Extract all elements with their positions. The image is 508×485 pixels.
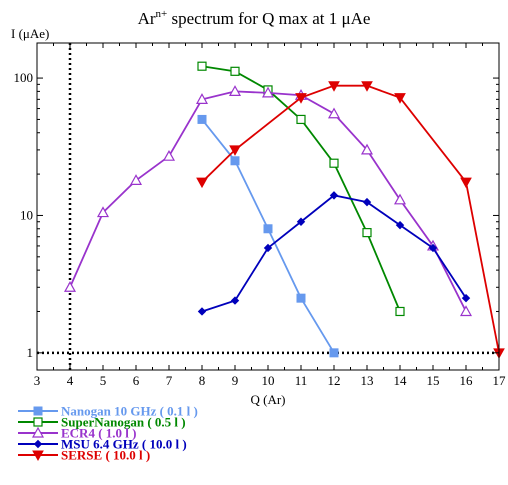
legend-entry: Nanogan 10 GHz ( 0.1 l ) <box>18 404 198 419</box>
series-line <box>201 194 467 313</box>
data-point <box>329 348 339 358</box>
x-tick-label: 16 <box>460 373 474 388</box>
data-point <box>228 85 242 96</box>
data-point <box>230 296 240 305</box>
x-tick-label: 9 <box>232 373 239 388</box>
legend-label: ECR4 ( 1.0 l ) <box>61 426 136 441</box>
data-point <box>395 306 405 317</box>
data-point <box>263 243 273 253</box>
data-point <box>263 224 273 234</box>
data-point <box>295 93 307 104</box>
data-point <box>196 177 208 189</box>
legend: Nanogan 10 GHz ( 0.1 l )SuperNanogan ( 0… <box>18 404 198 463</box>
data-point <box>361 81 373 92</box>
data-point <box>459 305 473 317</box>
chart-title-rest: spectrum for Q max at 1 μAe <box>167 9 370 28</box>
x-tick-label: 14 <box>394 373 408 388</box>
x-tick-label: 7 <box>166 373 173 388</box>
legend-swatch-marker <box>33 417 43 427</box>
data-point <box>296 293 306 303</box>
data-point <box>360 143 374 155</box>
series-3 <box>63 85 473 317</box>
data-point <box>461 293 471 303</box>
data-point <box>362 197 372 207</box>
legend-label: SERSE ( 10.0 l ) <box>61 448 150 463</box>
x-tick-label: 5 <box>100 373 107 388</box>
legend-swatch-marker <box>32 450 44 462</box>
y-axis-label: I (μAe) <box>11 26 49 41</box>
x-tick-label: 3 <box>34 373 41 388</box>
data-point <box>394 93 406 104</box>
x-tick-label: 15 <box>427 373 440 388</box>
x-axis-label: Q (Ar) <box>250 392 285 407</box>
legend-entry: MSU 6.4 GHz ( 10.0 l ) <box>18 437 187 452</box>
data-point <box>230 156 240 166</box>
series-4 <box>197 191 471 316</box>
data-point <box>197 114 207 124</box>
legend-label: MSU 6.4 GHz ( 10.0 l ) <box>61 437 187 452</box>
data-point <box>296 114 306 125</box>
series-layer <box>63 61 505 359</box>
data-point <box>362 228 372 238</box>
legend-swatch-marker <box>31 426 45 438</box>
data-point <box>230 66 240 76</box>
data-point <box>197 61 207 71</box>
chart-title: Arn+ spectrum for Q max at 1 μAe <box>138 8 371 28</box>
data-point <box>395 220 405 230</box>
legend-label: SuperNanogan ( 0.5 l ) <box>61 415 186 430</box>
data-point <box>327 107 341 119</box>
x-tick-label: 10 <box>262 373 275 388</box>
data-point <box>162 149 176 161</box>
y-tick-label: 10 <box>20 207 33 222</box>
legend-swatch-marker <box>33 439 43 449</box>
x-tick-label: 8 <box>199 373 206 388</box>
legend-entry: SERSE ( 10.0 l ) <box>18 448 150 463</box>
legend-entry: ECR4 ( 1.0 l ) <box>18 426 136 441</box>
data-point <box>328 81 340 92</box>
x-tick-label: 11 <box>295 373 308 388</box>
y-tick-label: 1 <box>27 345 34 360</box>
chart-title-superscript: n+ <box>156 8 168 20</box>
axis-layer: 3 4 5 6 7 8 9 10 11 12 13 14 15 16 17 1 10 100 <box>14 42 507 388</box>
data-point <box>229 145 241 156</box>
data-point <box>329 191 339 200</box>
series-line <box>201 118 335 354</box>
data-point <box>195 93 209 104</box>
legend-swatch-marker <box>33 406 43 416</box>
chart-title-main: Ar <box>138 9 156 28</box>
data-point <box>329 158 339 168</box>
x-tick-label: 17 <box>493 373 507 388</box>
data-point <box>296 217 306 226</box>
series-1 <box>197 114 339 358</box>
series-5 <box>196 81 505 359</box>
data-point <box>428 243 438 253</box>
data-point <box>96 206 110 218</box>
x-tick-label: 4 <box>67 373 74 388</box>
data-point <box>129 174 143 185</box>
data-point <box>197 307 207 316</box>
series-line <box>201 84 500 354</box>
data-point <box>460 177 472 189</box>
x-tick-label: 6 <box>133 373 140 388</box>
data-point <box>63 281 77 292</box>
reference-lines <box>37 43 499 370</box>
legend-entry: SuperNanogan ( 0.5 l ) <box>18 415 186 430</box>
x-tick-label: 13 <box>361 373 374 388</box>
data-point <box>261 86 275 98</box>
legend-label: Nanogan 10 GHz ( 0.1 l ) <box>61 404 198 419</box>
y-tick-label: 100 <box>14 70 34 85</box>
x-tick-label: 12 <box>328 373 341 388</box>
data-point <box>393 193 407 205</box>
